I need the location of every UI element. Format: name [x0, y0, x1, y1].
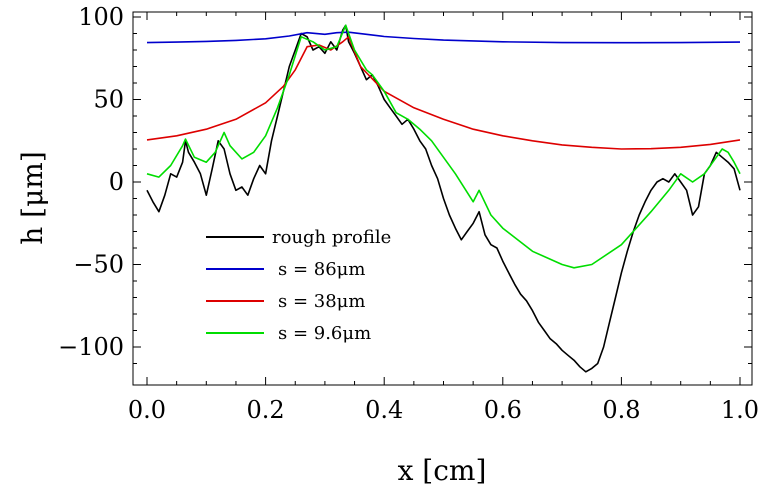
x-tick-label: 0.2	[247, 396, 285, 424]
series-line-rough-profile	[146, 24, 741, 373]
x-tick-label: 1.0	[721, 396, 759, 424]
series-line-s-86um	[146, 31, 741, 44]
y-tick-label: 0	[109, 168, 124, 196]
x-axis-label: x [cm]	[398, 454, 487, 487]
x-ticks: 0.0 0.2 0.4 0.6 0.8 1.0	[128, 12, 759, 424]
series-line-s-9-6um	[146, 24, 741, 269]
y-ticks: 100 50 0 −50 −100	[58, 3, 752, 364]
legend-label-s-9-6um: s = 9.6μm	[278, 323, 371, 344]
y-axis-label: h [μm]	[16, 151, 49, 245]
legend: rough profile s = 86μm s = 38μm s = 9.6μm	[206, 227, 391, 344]
legend-label-s-38um: s = 38μm	[278, 291, 365, 312]
x-tick-label: 0.0	[128, 396, 166, 424]
legend-label-rough-profile: rough profile	[272, 227, 391, 248]
legend-label-s-86um: s = 86μm	[278, 259, 365, 280]
y-tick-label: −100	[58, 333, 124, 361]
y-tick-label: 50	[93, 86, 124, 114]
x-tick-label: 0.8	[602, 396, 640, 424]
x-tick-label: 0.6	[484, 396, 522, 424]
series-line-s-38um	[146, 36, 741, 150]
y-tick-label: 100	[78, 3, 124, 31]
x-tick-label: 0.4	[365, 396, 403, 424]
series-layer	[146, 24, 741, 373]
y-tick-label: −50	[73, 251, 124, 279]
plot-frame	[132, 11, 753, 386]
